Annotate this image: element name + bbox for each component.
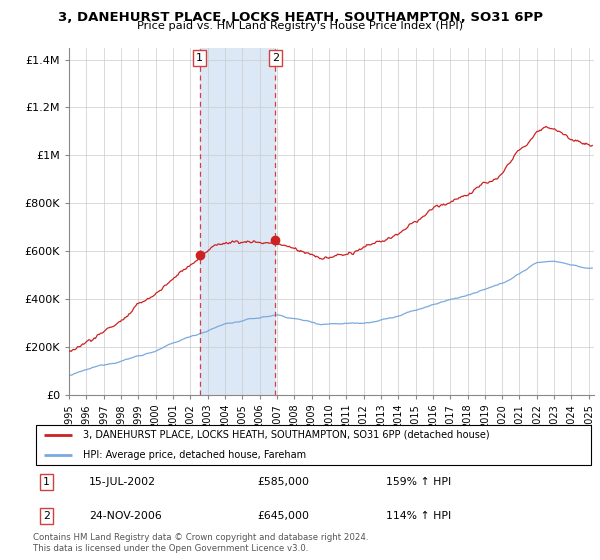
Text: Contains HM Land Registry data © Crown copyright and database right 2024.
This d: Contains HM Land Registry data © Crown c… [33, 533, 368, 553]
Text: 1: 1 [43, 477, 50, 487]
Text: 114% ↑ HPI: 114% ↑ HPI [386, 511, 452, 521]
Text: HPI: Average price, detached house, Fareham: HPI: Average price, detached house, Fare… [83, 450, 307, 460]
Text: Price paid vs. HM Land Registry's House Price Index (HPI): Price paid vs. HM Land Registry's House … [137, 21, 463, 31]
Bar [200, 48, 275, 395]
Text: 3, DANEHURST PLACE, LOCKS HEATH, SOUTHAMPTON, SO31 6PP (detached house): 3, DANEHURST PLACE, LOCKS HEATH, SOUTHAM… [83, 430, 490, 440]
FancyBboxPatch shape [36, 425, 591, 465]
Text: 2: 2 [272, 53, 279, 63]
Text: 159% ↑ HPI: 159% ↑ HPI [386, 477, 452, 487]
Text: 15-JUL-2002: 15-JUL-2002 [89, 477, 156, 487]
Text: 1: 1 [196, 53, 203, 63]
Text: £585,000: £585,000 [257, 477, 310, 487]
Text: 3, DANEHURST PLACE, LOCKS HEATH, SOUTHAMPTON, SO31 6PP: 3, DANEHURST PLACE, LOCKS HEATH, SOUTHAM… [58, 11, 542, 24]
Text: £645,000: £645,000 [257, 511, 310, 521]
Text: 2: 2 [43, 511, 50, 521]
Text: 24-NOV-2006: 24-NOV-2006 [89, 511, 162, 521]
